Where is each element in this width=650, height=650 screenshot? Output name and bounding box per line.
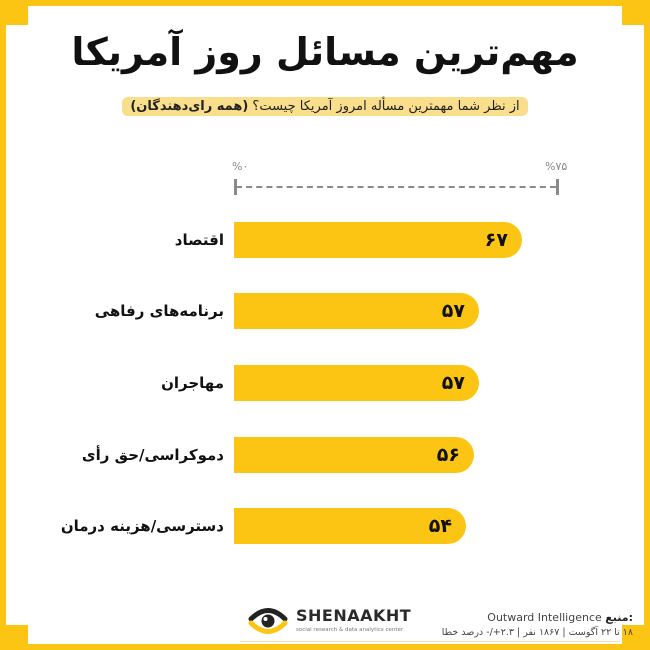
bar-value: ۵۷ [441, 372, 465, 394]
frame-corner [622, 0, 650, 25]
bar-row: ۵۷ برنامه‌های رفاهی [0, 293, 650, 329]
axis-tick-max [556, 179, 559, 195]
bar-label: دسترسی/هزینه درمان [60, 517, 224, 535]
axis-max-label: %۷۵ [545, 160, 568, 173]
brand-name: SHENAAKHT [296, 606, 412, 625]
bar-label: اقتصاد [174, 231, 224, 249]
axis-line [236, 186, 556, 188]
bar: ۵۴ [234, 508, 466, 544]
bar-row: ۵۶ دموکراسی/حق رأی [0, 437, 650, 473]
axis-min-label: %۰ [232, 160, 249, 173]
chart-title: مهم‌ترین مسائل روز آمریکا [71, 30, 579, 74]
bar-row: ۵۴ دسترسی/هزینه درمان [0, 508, 650, 544]
frame-border-top [0, 0, 650, 6]
frame-border-left [0, 0, 6, 650]
frame-border-right [644, 0, 650, 650]
brand-tagline: social research & data analytics center [296, 627, 404, 633]
bar: ۵۶ [234, 437, 474, 473]
frame-border-bottom [0, 644, 650, 650]
frame-corner [0, 625, 28, 650]
bar: ۶۷ [234, 222, 522, 258]
bar-row: ۶۷ اقتصاد [0, 222, 650, 258]
subtitle-group: (همه رای‌دهندگان) [130, 99, 249, 114]
bar-value: ۶۷ [484, 229, 508, 251]
bar-value: ۵۴ [428, 515, 452, 537]
chart-subtitle: از نظر شما مهمترین مسأله امروز آمریکا چی… [122, 97, 528, 116]
bar-label: مهاجران [161, 374, 224, 392]
bar-value: ۵۷ [441, 300, 465, 322]
bar: ۵۷ [234, 365, 479, 401]
bar-row: ۵۷ مهاجران [0, 365, 650, 401]
frame-corner [0, 0, 28, 25]
frame-corner [622, 625, 650, 650]
source-line: Outward Intelligence منبع: [487, 611, 633, 624]
bar: ۵۷ [234, 293, 479, 329]
axis-tick-min [234, 179, 237, 195]
footer-divider [240, 641, 620, 642]
source-name: Outward Intelligence [487, 611, 602, 624]
bar-label: برنامه‌های رفاهی [94, 302, 224, 320]
bar-value: ۵۶ [436, 444, 460, 466]
bar-label: دموکراسی/حق رأی [81, 446, 224, 464]
source-label: منبع: [605, 611, 633, 624]
subtitle-container: از نظر شما مهمترین مسأله امروز آمریکا چی… [0, 95, 650, 116]
shenaakht-eye-logo-icon [248, 608, 288, 634]
survey-details: ۱۸ تا ۲۲ آگوست | ۱۸۶۷ نفر | ۲.۳+/- درصد … [441, 627, 633, 638]
subtitle-question: از نظر شما مهمترین مسأله امروز آمریکا چی… [252, 99, 520, 114]
